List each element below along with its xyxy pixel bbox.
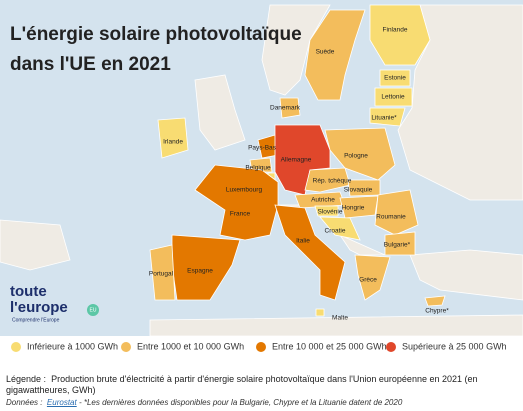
caption: Légende : Production brute d'électricité… — [6, 374, 518, 396]
country-shape — [249, 157, 273, 173]
title-line: L'énergie solaire photovoltaïque — [10, 24, 302, 45]
country-label: Pologne — [344, 153, 368, 160]
country-shape — [374, 87, 413, 107]
country-label: Autriche — [311, 197, 335, 204]
title-line: dans l'UE en 2021 — [10, 54, 171, 75]
country-label: Danemark — [270, 105, 301, 112]
caption-text: Production brute d'électricité à partir … — [6, 374, 478, 395]
country-shape — [194, 164, 279, 241]
country-label: Roumanie — [376, 214, 406, 221]
legend-label: Entre 1000 et 10 000 GWh — [137, 341, 244, 351]
country-shape — [304, 167, 351, 193]
logo-tagline: Comprendre l'Europe — [12, 317, 60, 323]
country-label: Irlande — [163, 139, 183, 146]
country-shape — [314, 205, 339, 217]
country-label: Hongrie — [342, 205, 365, 212]
country-label: France — [230, 211, 251, 218]
country-label: Italie — [296, 238, 310, 245]
source-prefix: Données : — [6, 398, 43, 407]
legend-swatch — [11, 342, 21, 352]
logo-badge-text: EU — [90, 307, 97, 313]
legend: Inférieure à 1000 GWh Entre 1000 et 10 00… — [11, 341, 507, 352]
country-label: Portugal — [149, 271, 174, 278]
country-label: Finlande — [383, 27, 408, 34]
legend-label: Inférieure à 1000 GWh — [27, 341, 118, 351]
country-label: Espagne — [187, 268, 213, 275]
country-shape — [424, 295, 446, 307]
country-label: Malte — [332, 315, 348, 322]
country-label: Croatie — [325, 228, 346, 235]
country-label: Estonie — [384, 75, 406, 82]
logo-text: toute — [10, 283, 47, 300]
country-shape — [354, 254, 391, 301]
source: Données : Eurostat - *Les dernières donn… — [6, 398, 518, 407]
logo: toute l'europe Comprendre l'Europe EU — [10, 283, 99, 323]
caption-prefix: Légende : — [6, 374, 47, 384]
country-label: Bulgarie* — [384, 242, 411, 249]
country-shape — [384, 231, 416, 256]
legend-label: Entre 10 000 et 25 000 GWh — [272, 341, 387, 351]
country-label: Belgique — [245, 165, 271, 172]
country-shape — [319, 216, 361, 241]
country-label: Rép. tchèque — [313, 178, 352, 185]
country-shape — [274, 204, 346, 301]
logo-badge — [87, 304, 99, 316]
country-shape — [157, 117, 189, 159]
legend-swatch — [121, 342, 131, 352]
country-label: Lettonie — [381, 94, 405, 101]
source-note: - *Les dernières données disponibles pou… — [78, 398, 403, 407]
logo-text: l'europe — [10, 299, 68, 316]
country-shape — [369, 107, 406, 127]
map: Finlande Suède Estonie Lettonie Danemark… — [0, 0, 523, 352]
source-link[interactable]: Eurostat — [46, 398, 77, 407]
country-label: Luxembourg — [226, 187, 263, 194]
legend-label: Supérieure à 25 000 GWh — [402, 341, 507, 351]
legend-swatch — [256, 342, 266, 352]
country-label: Chypre* — [425, 308, 449, 315]
country-shape — [149, 244, 176, 301]
country-shape — [339, 195, 379, 219]
non-eu-land — [0, 4, 523, 337]
country-label: Suède — [316, 49, 335, 56]
title: L'énergie solaire photovoltaïque dans l'… — [10, 24, 302, 75]
country-label: Slovaquie — [344, 187, 373, 194]
country-shape — [374, 189, 419, 236]
country-shape — [315, 308, 325, 317]
country-label: Allemagne — [281, 157, 312, 164]
country-label: Grèce — [359, 277, 377, 284]
country-label: Pays-Bas — [248, 145, 277, 152]
country-shape — [279, 97, 301, 119]
legend-swatch — [386, 342, 396, 352]
country-labels: Finlande Suède Estonie Lettonie Danemark… — [149, 27, 449, 322]
country-label: Slovénie — [318, 209, 343, 216]
country-shape — [369, 4, 431, 66]
country-shape — [304, 9, 366, 101]
country-label: Lituanie* — [371, 115, 397, 122]
eu-countries — [149, 4, 446, 317]
country-shape — [379, 69, 411, 87]
